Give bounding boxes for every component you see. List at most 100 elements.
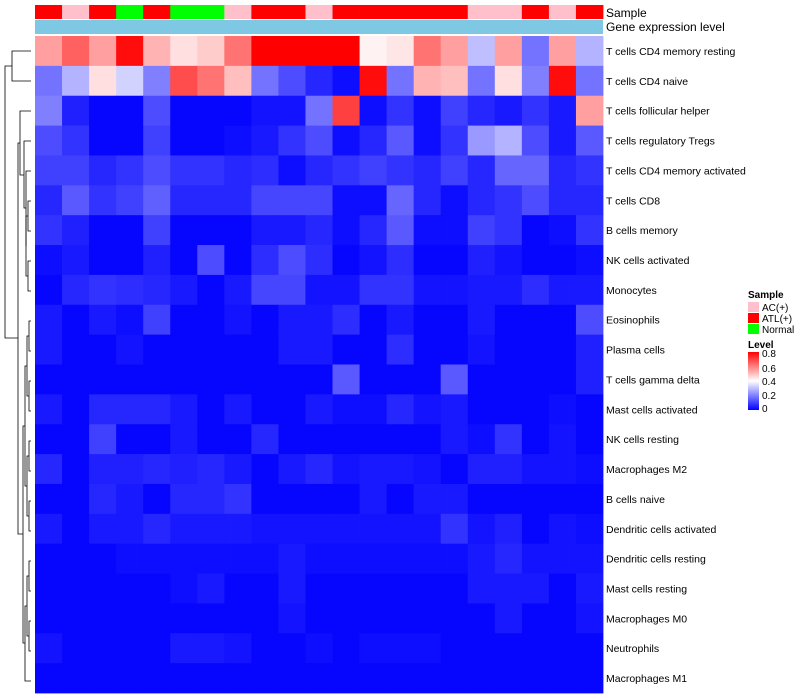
heatmap-cell (197, 513, 225, 545)
sample-annotation-cell (521, 5, 550, 19)
heatmap-cell (440, 215, 469, 246)
heatmap-cell (413, 36, 442, 67)
heatmap-cell (197, 633, 225, 664)
heatmap-cell (197, 603, 225, 634)
heatmap-cell (35, 573, 63, 604)
heatmap-cell (197, 424, 225, 455)
heatmap-cell (413, 95, 442, 126)
heatmap-cell (35, 364, 63, 395)
heatmap-cell (62, 274, 90, 306)
heatmap-cell (305, 573, 333, 604)
heatmap-cell (305, 483, 333, 515)
heatmap-cell (467, 215, 496, 246)
heatmap-cell (170, 245, 198, 276)
heatmap-cell (548, 36, 577, 67)
heatmap-cell (521, 424, 550, 455)
heatmap-cell (494, 215, 523, 246)
heatmap-cell (35, 155, 63, 186)
row-label: T cells CD4 memory activated (606, 165, 746, 177)
heatmap-cell (251, 543, 279, 574)
heatmap-cell (440, 454, 469, 485)
heatmap-cell (332, 125, 360, 156)
heatmap-cell (440, 633, 469, 664)
heatmap-cell (197, 185, 225, 216)
legend-level-title: Level (748, 340, 774, 351)
row-label: NK cells resting (606, 434, 679, 446)
heatmap-cell (224, 364, 252, 395)
heatmap-cell (575, 304, 604, 336)
heatmap-cell (548, 274, 577, 306)
heatmap-cell (116, 65, 144, 97)
heatmap-cell (467, 364, 496, 395)
heatmap-cell (251, 364, 279, 395)
row-label: NK cells activated (606, 255, 690, 267)
heatmap-cell (575, 424, 604, 455)
heatmap-cell (89, 424, 117, 455)
legend-swatch-atl (748, 313, 759, 323)
heatmap-cell (62, 215, 90, 246)
legend-entry-normal: Normal (762, 325, 794, 336)
heatmap-cell (89, 543, 117, 574)
row-label: Dendritic cells activated (606, 524, 716, 536)
heatmap-cell (467, 394, 496, 425)
heatmap-cell (251, 274, 279, 306)
heatmap-cell (440, 245, 469, 276)
sample-annotation-cell (575, 5, 604, 19)
heatmap-cell (467, 633, 496, 664)
sample-annotation-cell (413, 5, 442, 19)
heatmap-cell (575, 245, 604, 276)
heatmap-cell (89, 155, 117, 186)
heatmap-cell (359, 65, 388, 97)
heatmap-cell (359, 424, 388, 455)
heatmap-cell (521, 274, 550, 306)
heatmap-cell (143, 424, 171, 455)
heatmap-cell (494, 185, 523, 216)
heatmap-cell (440, 125, 469, 156)
heatmap-cell (197, 483, 225, 515)
heatmap-cell (548, 573, 577, 604)
heatmap-cell (35, 483, 63, 515)
heatmap-cell (62, 65, 90, 97)
row-label: Eosinophils (606, 315, 660, 327)
heatmap-cell (251, 95, 279, 126)
heatmap-cell (548, 633, 577, 664)
heatmap-cell (467, 65, 496, 97)
heatmap-cell (359, 543, 388, 574)
heatmap-cell (386, 483, 415, 515)
heatmap-cell (575, 364, 604, 395)
heatmap-cell (35, 65, 63, 97)
heatmap-cell (494, 633, 523, 664)
heatmap-cells (35, 36, 604, 694)
heatmap-cell (575, 185, 604, 216)
heatmap-cell (413, 394, 442, 425)
heatmap-cell (386, 424, 415, 455)
row-label: Monocytes (606, 285, 657, 297)
heatmap-cell (143, 513, 171, 545)
heatmap-cell (494, 513, 523, 545)
heatmap-cell (359, 633, 388, 664)
heatmap-cell (386, 633, 415, 664)
heatmap-cell (89, 334, 117, 365)
heatmap-cell (224, 36, 252, 67)
heatmap-cell (278, 245, 306, 276)
sample-annotation-cell (305, 5, 333, 19)
heatmap-cell (62, 155, 90, 186)
row-label: T cells CD4 naive (606, 76, 688, 88)
heatmap-cell (440, 364, 469, 395)
heatmap-cell (224, 394, 252, 425)
heatmap-cell (116, 663, 144, 694)
heatmap-cell (197, 573, 225, 604)
heatmap-cell (521, 543, 550, 574)
heatmap-cell (386, 274, 415, 306)
sample-annotation-cell (89, 5, 117, 19)
heatmap-cell (548, 454, 577, 485)
heatmap-cell (548, 483, 577, 515)
heatmap-cell (413, 364, 442, 395)
heatmap-cell (575, 215, 604, 246)
heatmap-cell (143, 36, 171, 67)
heatmap-cell (116, 125, 144, 156)
heatmap-cell (548, 185, 577, 216)
heatmap-cell (494, 424, 523, 455)
heatmap-cell (35, 274, 63, 306)
